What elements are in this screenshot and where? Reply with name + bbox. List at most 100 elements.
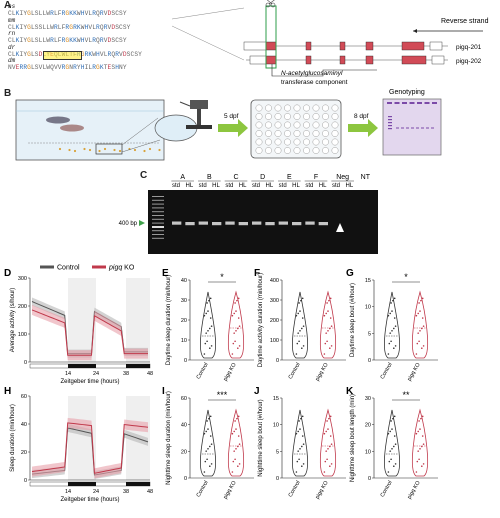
genotyping-label: Genotyping [389, 89, 425, 96]
panel-label-c: C [140, 170, 148, 181]
domain-label-1: N-acetylglucosaminyl [281, 70, 343, 77]
y-tick: 300 [18, 276, 27, 282]
legend-control: Control [57, 265, 80, 272]
y-tick: 15 [365, 278, 371, 284]
arrowhead-icon [336, 223, 344, 232]
species-name: dm [8, 57, 16, 64]
arrow-icon [139, 220, 145, 226]
y-tick: 0 [368, 476, 371, 482]
species-name: rn [8, 30, 16, 37]
group-label: Neg [336, 174, 349, 181]
y-tick: 100 [270, 338, 279, 344]
group-label: B [207, 174, 212, 181]
violin [319, 408, 337, 477]
x-tick: 38 [123, 371, 129, 377]
y-tick: 300 [270, 298, 279, 304]
gel-band [278, 221, 288, 225]
x-category: pigq KO [407, 361, 422, 382]
significance-label: * [404, 272, 408, 282]
violin [227, 408, 245, 477]
y-tick: 30 [365, 396, 371, 402]
workflow-illustration: 5 dpf 8 dpf Genotyping [15, 89, 442, 161]
gel-band [252, 221, 262, 225]
y-axis-label: Nighttime sleep bout (#/hour) [258, 399, 264, 476]
y-tick: 40 [181, 423, 187, 429]
x-tick: 38 [123, 489, 129, 495]
x-tick: 48 [147, 489, 153, 495]
y-tick: 10 [181, 338, 187, 344]
fish-icon [46, 116, 70, 124]
sequence-row: CLKIYGLSSLLWRLFRGRKWHVLRQRVDSCSY [8, 23, 131, 31]
significance-label: *** [217, 390, 228, 400]
transcript-label-1: pigq-201 [456, 44, 482, 51]
step2-label: 8 dpf [354, 113, 369, 120]
gene-model: Reverse strand pigq-201 pigq-202 N-acety… [171, 0, 489, 86]
y-tick: 0 [184, 476, 187, 482]
violin [383, 409, 401, 477]
species-name: hs [8, 3, 16, 10]
domain-label-2: transferase component [281, 79, 348, 86]
y-axis-label: Average activity (s/hour) [10, 288, 16, 353]
panel-label: G [346, 268, 354, 279]
y-tick: 20 [181, 318, 187, 324]
y-tick: 5 [276, 449, 279, 455]
x-tick: 48 [147, 371, 153, 377]
strand-label: Reverse strand [441, 18, 489, 25]
gel-band [238, 222, 248, 226]
group-label: E [287, 174, 292, 181]
x-category: Control [288, 480, 302, 498]
x-category: Control [196, 480, 210, 498]
y-tick: 0 [24, 478, 27, 484]
x-axis-label: Zeitgeber time (hours) [60, 379, 119, 385]
gel-band [198, 221, 208, 225]
x-axis-label: Zeitgeber time (hours) [60, 497, 119, 503]
group-label: A [180, 174, 185, 181]
violin [411, 290, 429, 359]
lane-label: std [225, 183, 233, 189]
y-tick: 0 [368, 358, 371, 364]
y-tick: 30 [181, 298, 187, 304]
x-category: Control [380, 480, 394, 498]
sequence-row: CLKIYGLSDLYEQLWLTFRGRKWHVLRQRVDSCSY [8, 50, 142, 60]
microscope-icon [190, 100, 208, 109]
y-axis-label: Nighttime sleep bout length (min) [350, 394, 356, 482]
gel-band [305, 221, 315, 225]
group-label: C [233, 174, 238, 181]
violin [199, 291, 217, 359]
ladder-label: 400 bp [119, 221, 138, 227]
y-axis-label: Nighttime sleep duration (min/hour) [166, 391, 172, 485]
y-tick: 40 [181, 278, 187, 284]
gel-band [318, 222, 328, 226]
lane-label: HL [185, 183, 193, 189]
arrow-icon [348, 119, 378, 137]
y-tick: 400 [270, 278, 279, 284]
violin [291, 409, 309, 477]
violin [291, 291, 309, 359]
arrow-icon [218, 119, 248, 137]
x-category: pigq KO [315, 479, 330, 500]
y-tick: 0 [24, 360, 27, 366]
group-label: NT [361, 174, 371, 181]
lane-label: std [199, 183, 207, 189]
lane-label: HL [345, 183, 353, 189]
significance-label: ** [402, 390, 410, 400]
transcript-label-2: pigq-202 [456, 58, 482, 65]
y-tick: 200 [270, 318, 279, 324]
lane-label: std [252, 183, 260, 189]
y-tick: 100 [18, 332, 27, 338]
panel-label-a: A [4, 0, 12, 11]
scissors-icon [265, 0, 276, 8]
x-category: pigq KO [223, 479, 238, 500]
panel-label: I [162, 386, 165, 397]
lane-label: HL [319, 183, 327, 189]
y-tick: 0 [276, 476, 279, 482]
sequence-row: CLKIYGLSLLWRLFRGKKWHVLRQRVDSCSY [8, 10, 127, 17]
gel-image: std HL std HL std HL std HL std HL std HL std HLA B C D E… [119, 174, 378, 254]
gel-band [185, 222, 195, 226]
sequence-alignment: hs CLKIYGLSLLWRLFRGKKWHVLRQRVDSCSY mm CLKIY… [8, 4, 178, 72]
gel-band [225, 221, 235, 225]
gel-icon [382, 98, 442, 156]
sequence-row: NVERRGLSVLWQVVRGNRYHILRGKTESHNY [8, 64, 127, 71]
lane-label: HL [265, 183, 273, 189]
